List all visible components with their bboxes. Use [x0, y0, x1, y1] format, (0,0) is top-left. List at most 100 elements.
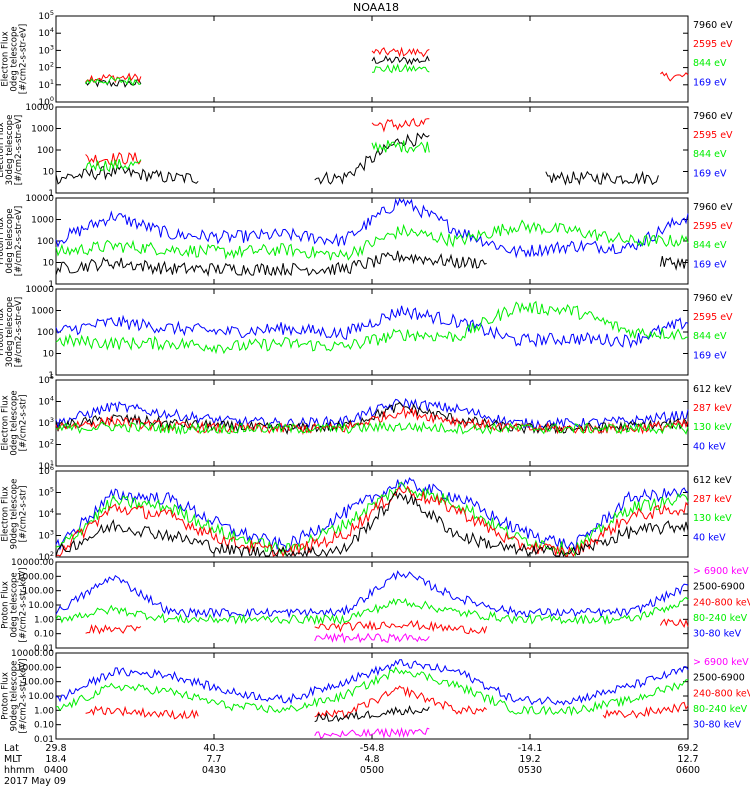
legend-entry: 40 keV: [693, 441, 726, 452]
y-tick-label: 1.00: [34, 706, 54, 716]
legend-entry: 80-240 keV: [693, 704, 748, 715]
footer-label-hhmm: hhmm: [4, 765, 35, 776]
y-tick-label: 10000: [25, 103, 54, 113]
y-tick-label: 105: [38, 486, 54, 499]
footer-time-value: 0600: [676, 765, 700, 776]
series-line-blue: [55, 305, 689, 349]
series-line-black: [55, 132, 659, 186]
footer-label-mlt: MLT: [4, 754, 22, 765]
y-tick-label: 10: [43, 168, 55, 178]
legend-entry: 2595 eV: [693, 39, 733, 50]
y-tick-label: 100.00: [23, 587, 55, 597]
y-axis-label: Electron Flux30deg telescope[#/cm2-s-str…: [0, 115, 24, 186]
series-line-blue: [55, 398, 689, 430]
series-line-green: [55, 420, 689, 436]
panel-7: 0.01 0.10 1.00 10.00 100.00 1000.00 10000.00ME…: [0, 558, 750, 654]
y-tick-label: 0.01: [34, 735, 54, 745]
series-line-red: [85, 685, 689, 720]
y-tick-label: 0.10: [34, 721, 54, 731]
y-tick-label: 1000.00: [17, 572, 54, 582]
footer-mlt-value: 18.4: [45, 754, 66, 765]
plot-frame: [55, 470, 689, 558]
footer-lat-value: 69.2: [677, 743, 698, 754]
footer-mlt-value: 4.8: [364, 754, 379, 765]
footer-time-value: 0400: [44, 765, 68, 776]
series-line-blue: [55, 570, 689, 619]
footer-label-lat: Lat: [4, 743, 19, 754]
series-line-red: [85, 618, 689, 635]
y-tick-label: 1000.00: [17, 663, 54, 673]
series-line-green: [55, 482, 689, 557]
y-tick-label: 10.00: [28, 692, 54, 702]
y-tick-label: 102: [38, 61, 54, 74]
legend-entry: 169 eV: [693, 168, 727, 179]
footer-mlt-value: 7.7: [206, 754, 221, 765]
plot-frame: [55, 15, 689, 103]
y-tick-label: 104: [38, 26, 54, 39]
legend-entry: 612 keV: [693, 475, 732, 486]
series-line-blue: [55, 659, 689, 706]
y-axis-label: TEDElectron Flux0deg telescope[#/cm2-s-s…: [0, 24, 29, 94]
legend-entry: 844 eV: [693, 149, 727, 160]
legend-entry: 2595 eV: [693, 130, 733, 141]
legend-entry: 30-80 keV: [693, 629, 742, 640]
legend-entry: 40 keV: [693, 532, 726, 543]
footer-time-value: 0430: [202, 765, 226, 776]
legend-entry: 240-800 keV: [693, 688, 750, 699]
y-axis-label: MEPEDElectron Flux90deg telescope[#/cm2-…: [0, 479, 29, 550]
series-line-green: [55, 596, 689, 626]
footer-mlt-value: 19.2: [519, 754, 540, 765]
y-axis-label: MEPEDElectron Flux0deg telescope[#/cm2-s…: [0, 390, 29, 455]
y-tick-label: 105: [38, 9, 54, 22]
legend-entry: 844 eV: [693, 331, 727, 342]
y-tick-label: 104: [38, 507, 54, 520]
footer-lat-value: 40.3: [203, 743, 224, 754]
legend-entry: 2595 eV: [693, 221, 733, 232]
footer-lat-value: -14.1: [518, 743, 543, 754]
footer-time-value: 0530: [518, 765, 542, 776]
legend-entry: 30-80 keV: [693, 720, 742, 731]
series-line-magenta: [314, 726, 430, 739]
y-axis-label: MEPEDProton Flux0deg telescope[#/cm2-s-s…: [0, 568, 29, 643]
legend-entry: 7960 eV: [693, 202, 733, 213]
legend-entry: 844 eV: [693, 240, 727, 251]
y-tick-label: 10.00: [28, 601, 54, 611]
series-line-green: [55, 219, 689, 261]
legend-entry: 287 keV: [693, 403, 732, 414]
series-line-green: [85, 63, 430, 87]
series-line-red: [55, 405, 689, 436]
y-tick-label: 1: [48, 280, 54, 290]
y-tick-label: 10: [43, 259, 55, 269]
y-axis-label: Proton Flux0deg telescope[#/cm2-s-str-eV…: [0, 206, 24, 276]
legend-entry: 612 keV: [693, 384, 732, 395]
y-tick-label: 10000: [25, 285, 54, 295]
y-tick-label: 0.10: [34, 630, 54, 640]
y-tick-label: 1000: [31, 216, 54, 226]
series-line-blue: [55, 197, 689, 259]
y-tick-label: 1000: [31, 125, 54, 135]
y-tick-label: 102: [38, 438, 54, 451]
y-tick-label: 10000.00: [11, 558, 54, 568]
legend-entry: 7960 eV: [693, 293, 733, 304]
legend-entry: 287 keV: [693, 494, 732, 505]
y-tick-label: 100: [37, 237, 54, 247]
panel-6: 102103104105106MEPEDElectron Flux90deg t…: [0, 464, 732, 563]
series-line-red: [55, 485, 689, 558]
y-tick-label: 1000: [31, 307, 54, 317]
legend-entry: > 6900 keV: [693, 657, 749, 668]
legend-entry: 169 eV: [693, 259, 727, 270]
y-tick-label: 103: [38, 529, 54, 542]
footer-lat-value: 29.8: [45, 743, 66, 754]
chart-title: NOAA18: [353, 1, 399, 14]
legend-entry: 80-240 keV: [693, 613, 748, 624]
y-tick-label: 1: [48, 371, 54, 381]
y-tick-label: 105: [38, 373, 54, 386]
y-axis-label: Proton Flux30deg telescope[#/cm2-s-str-e…: [0, 297, 24, 368]
series-line-blue: [55, 477, 689, 553]
legend-entry: 2500-6900: [693, 582, 745, 593]
panel-1: 100101102103104105TEDElectron Flux0deg t…: [0, 9, 733, 108]
series-line-red: [85, 46, 689, 84]
